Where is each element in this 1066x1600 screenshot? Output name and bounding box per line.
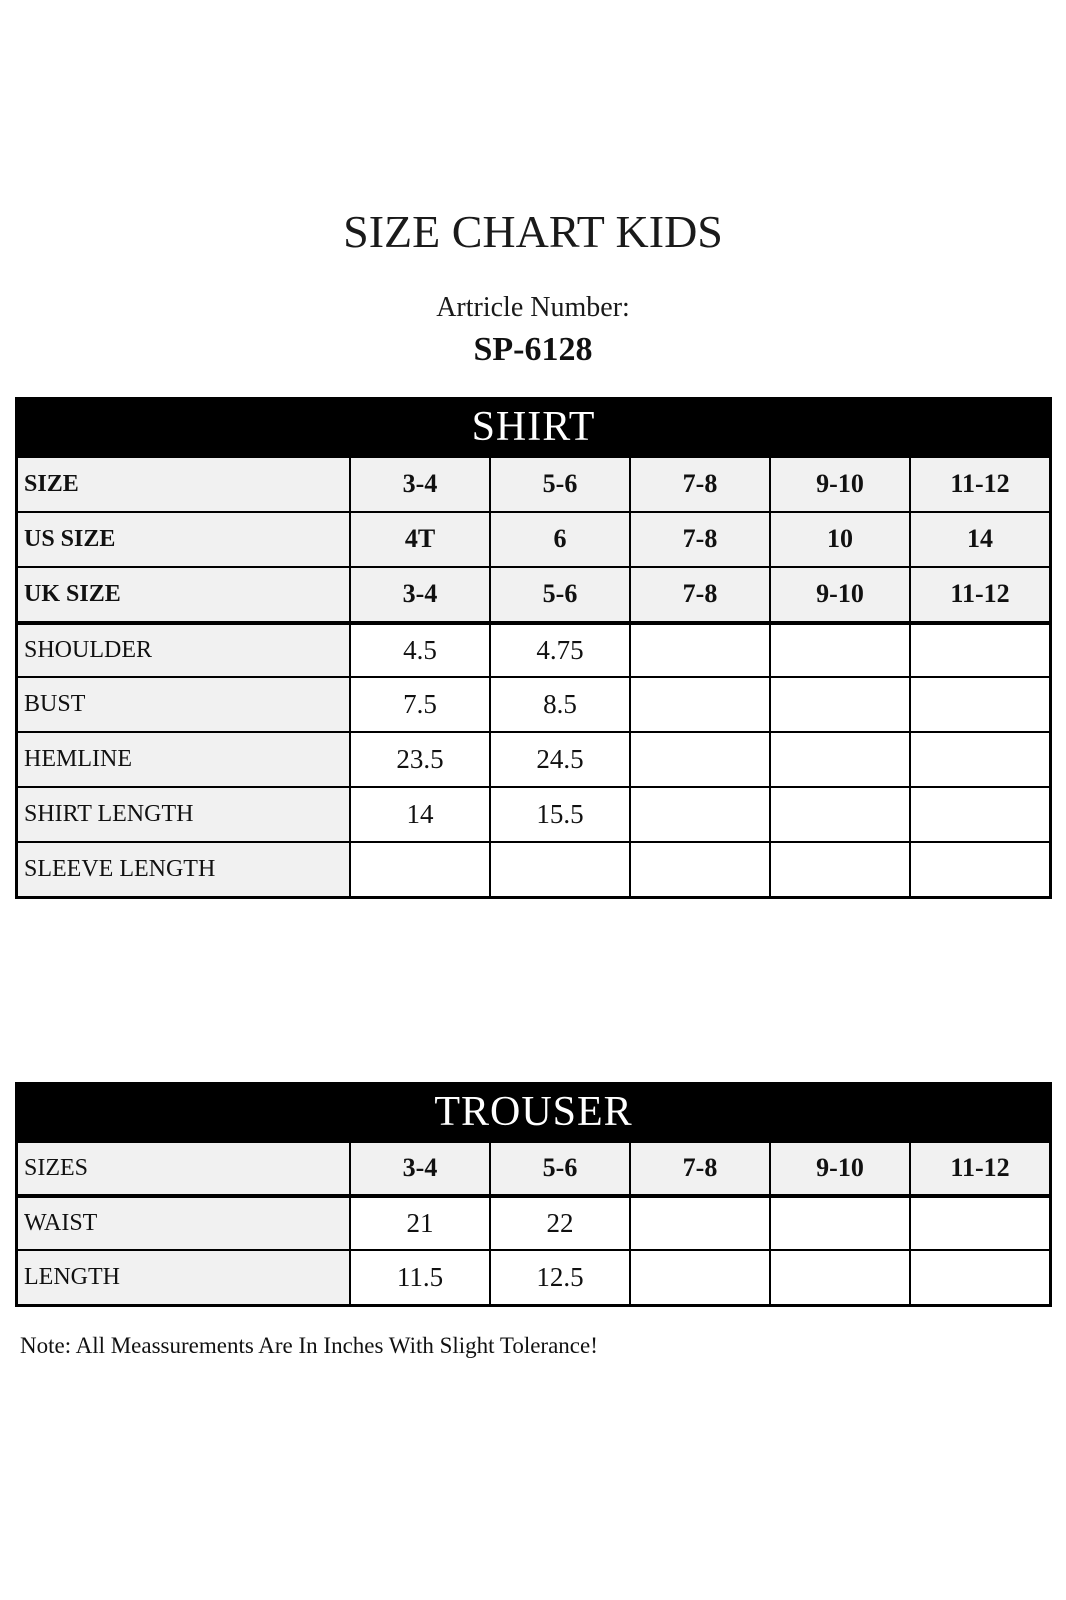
value-cell: 3-4 [351,567,491,621]
note-text: Note: All Meassurements Are In Inches Wi… [20,1332,598,1358]
row-label-cell: SIZE [18,457,351,511]
value-cell: 5-6 [491,567,631,621]
value-cell [911,787,1049,841]
trouser-table-body: SIZES 3-4 5-6 7-8 9-10 11-12 WAIST 21 22 LENGTH 11… [18,1140,1049,1304]
value-cell: 7-8 [631,457,771,511]
trouser-table-header: TROUSER [18,1084,1049,1141]
value-cell [771,1197,911,1249]
value-cell: 4T [351,512,491,566]
table-row: SHOULDER 4.5 4.75 [18,620,1049,676]
value-cell: 24.5 [491,732,631,786]
value-cell [911,842,1049,896]
value-cell [351,842,491,896]
value-cell [911,677,1049,731]
value-cell [911,1197,1049,1249]
value-cell: 21 [351,1197,491,1249]
shirt-size-table: SHIRT SIZE 3-4 5-6 7-8 9-10 11-12 US SIZE 4T 6 7-… [15,396,1052,899]
table-row: SIZE 3-4 5-6 7-8 9-10 11-12 [18,455,1049,511]
row-label-cell: LENGTH [18,1250,351,1304]
row-label-cell: SLEEVE LENGTH [18,842,351,896]
value-cell: 11.5 [351,1250,491,1304]
article-number-value: SP-6128 [473,330,593,368]
value-cell: 15.5 [491,787,631,841]
value-cell [631,842,771,896]
table-row: LENGTH 11.5 12.5 [18,1248,1049,1304]
shirt-table-header: SHIRT [18,399,1049,456]
value-cell: 4.5 [351,624,491,676]
value-cell: 7.5 [351,677,491,731]
value-cell: 3-4 [351,457,491,511]
table-row: HEMLINE 23.5 24.5 [18,730,1049,786]
value-cell [911,624,1049,676]
table-row: UK SIZE 3-4 5-6 7-8 9-10 11-12 [18,565,1049,621]
value-cell: 22 [491,1197,631,1249]
value-cell: 14 [911,512,1049,566]
value-cell [771,842,911,896]
table-row: SIZES 3-4 5-6 7-8 9-10 11-12 [18,1140,1049,1194]
row-label-cell: BUST [18,677,351,731]
value-cell: 11-12 [911,567,1049,621]
table-row: SLEEVE LENGTH [18,840,1049,896]
value-cell [771,787,911,841]
value-cell: 9-10 [771,457,911,511]
table-row: US SIZE 4T 6 7-8 10 14 [18,510,1049,566]
value-cell: 9-10 [771,567,911,621]
article-number-label: Artricle Number: [436,291,630,323]
value-cell [631,624,771,676]
table-row: WAIST 21 22 [18,1193,1049,1249]
value-cell: 14 [351,787,491,841]
value-cell: 23.5 [351,732,491,786]
value-cell: 8.5 [491,677,631,731]
value-cell [771,1250,911,1304]
row-label-cell: SIZES [18,1142,351,1194]
row-label-cell: HEMLINE [18,732,351,786]
trouser-size-table: TROUSER SIZES 3-4 5-6 7-8 9-10 11-12 WAIST 21 22… [15,1081,1052,1307]
value-cell [631,732,771,786]
value-cell [911,732,1049,786]
value-cell: 7-8 [631,567,771,621]
row-label-cell: US SIZE [18,512,351,566]
value-cell [771,677,911,731]
value-cell [771,624,911,676]
value-cell [491,842,631,896]
row-label-cell: UK SIZE [18,567,351,621]
value-cell [631,1197,771,1249]
value-cell: 4.75 [491,624,631,676]
row-label-cell: SHIRT LENGTH [18,787,351,841]
value-cell: 7-8 [631,512,771,566]
value-cell: 12.5 [491,1250,631,1304]
value-cell: 6 [491,512,631,566]
row-label-cell: SHOULDER [18,624,351,676]
value-cell [631,677,771,731]
value-cell: 5-6 [491,457,631,511]
value-cell: 11-12 [911,1142,1049,1194]
value-cell: 3-4 [351,1142,491,1194]
table-row: BUST 7.5 8.5 [18,675,1049,731]
value-cell: 11-12 [911,457,1049,511]
value-cell: 5-6 [491,1142,631,1194]
value-cell [631,1250,771,1304]
page-title: SIZE CHART KIDS [343,206,723,257]
value-cell [771,732,911,786]
shirt-table-body: SIZE 3-4 5-6 7-8 9-10 11-12 US SIZE 4T 6 7-8 10 14 U… [18,455,1049,896]
value-cell [631,787,771,841]
table-row: SHIRT LENGTH 14 15.5 [18,785,1049,841]
value-cell: 9-10 [771,1142,911,1194]
row-label-cell: WAIST [18,1197,351,1249]
value-cell: 10 [771,512,911,566]
value-cell: 7-8 [631,1142,771,1194]
value-cell [911,1250,1049,1304]
